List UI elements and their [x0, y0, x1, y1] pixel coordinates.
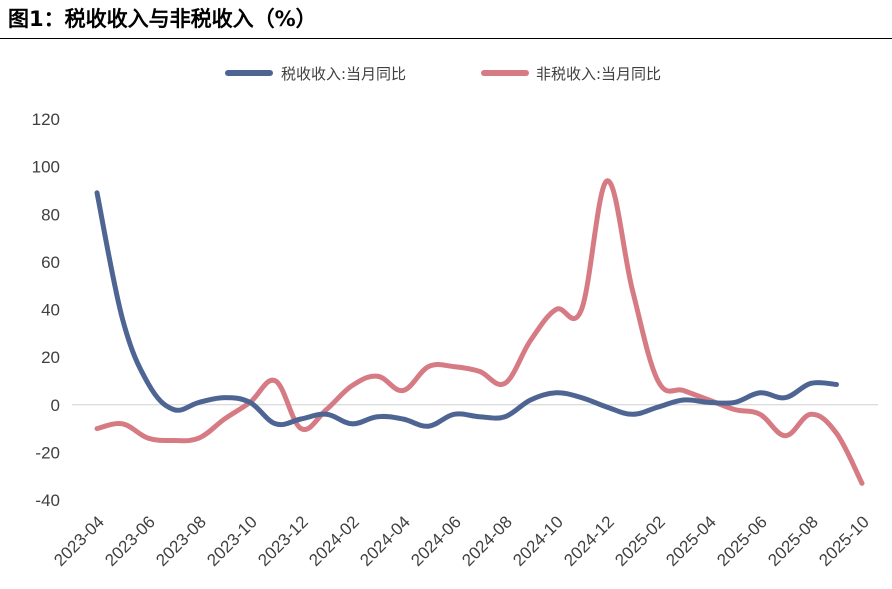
x-tick-label: 2024-02	[305, 512, 363, 570]
x-tick-label: 2023-06	[101, 512, 159, 570]
x-tick-label: 2024-12	[560, 512, 618, 570]
y-tick-label: 100	[32, 158, 60, 177]
series-lines	[94, 178, 865, 486]
y-tick-label: -20	[35, 443, 60, 462]
y-axis: 120 100 80 60 40 20 0 -20 -40	[32, 110, 60, 510]
legend-label-non-tax-revenue: 非税收入:当月同比	[536, 65, 661, 83]
x-tick-label: 2024-04	[356, 512, 414, 570]
x-tick-label: 2023-10	[203, 512, 261, 570]
x-tick-label: 2023-04	[50, 512, 108, 570]
x-tick-label: 2023-08	[152, 512, 210, 570]
series-line-tax-revenue	[94, 190, 839, 429]
title-underline	[0, 38, 892, 39]
y-tick-label: 0	[51, 396, 60, 415]
series-line-non-tax-revenue	[94, 178, 865, 486]
x-tick-label: 2024-08	[458, 512, 516, 570]
y-tick-label: 120	[32, 110, 60, 129]
x-tick-label: 2025-02	[611, 512, 669, 570]
y-tick-label: 80	[41, 205, 60, 224]
chart-title: 图1：税收收入与非税收入（%）	[8, 7, 317, 31]
y-tick-label: 20	[41, 348, 60, 367]
x-tick-label: 2025-04	[662, 512, 720, 570]
x-tick-label: 2025-06	[713, 512, 771, 570]
x-tick-label: 2023-12	[254, 512, 312, 570]
x-tick-label: 2024-06	[407, 512, 465, 570]
y-tick-label: 40	[41, 301, 60, 320]
x-tick-label: 2024-10	[509, 512, 567, 570]
y-tick-label: -40	[35, 491, 60, 510]
x-tick-label: 2025-10	[815, 512, 873, 570]
legend: 税收收入:当月同比 非税收入:当月同比	[225, 65, 661, 83]
y-tick-label: 60	[41, 253, 60, 272]
x-axis: 2023-042023-062023-082023-102023-122024-…	[50, 512, 873, 570]
x-tick-label: 2025-08	[764, 512, 822, 570]
legend-label-tax-revenue: 税收收入:当月同比	[281, 65, 406, 83]
